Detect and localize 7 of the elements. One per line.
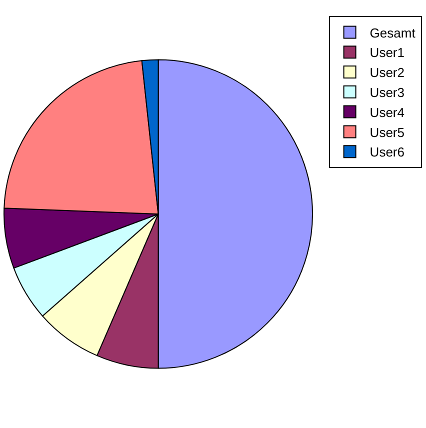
legend-label: User3 (370, 84, 404, 100)
legend-label: User5 (370, 124, 404, 140)
legend-label: User6 (370, 144, 404, 160)
legend-label: User4 (370, 104, 404, 120)
legend-label: User1 (370, 45, 404, 60)
legend-label: Gesamt (370, 25, 416, 40)
legend-label: User2 (370, 65, 404, 80)
